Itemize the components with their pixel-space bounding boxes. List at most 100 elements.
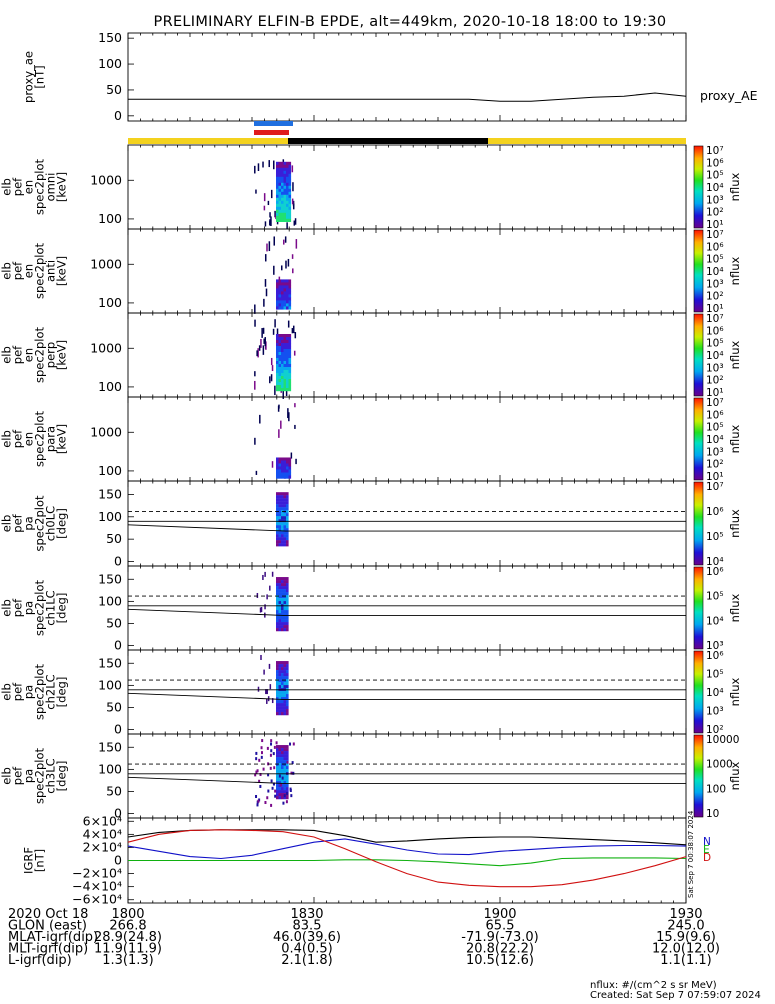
spectrogram-pixel-para	[278, 469, 282, 473]
spectrogram-pixel-omni	[276, 164, 279, 168]
spectrogram-pixel-ch0LC	[276, 507, 279, 511]
spectrogram-pixel-ch3LC	[281, 748, 284, 752]
spectrogram-pixel-ch2LC	[286, 697, 289, 701]
spectrogram-pixel-perp	[286, 355, 289, 359]
spectrogram-pixel-para	[295, 458, 297, 465]
spectrogram-pixel-anti	[281, 288, 284, 292]
spectrogram-pixel-perp	[274, 385, 276, 396]
spectrogram-pixel-omni	[278, 191, 282, 195]
colorbar-tick-ch2LC-2: 10⁴	[706, 687, 724, 699]
spectrogram-pixel-ch1LC	[278, 598, 282, 602]
spectrogram-pixel-perp	[288, 376, 292, 380]
spectrogram-pixel-anti	[288, 288, 292, 292]
spectrogram-pixel-ch3LC	[260, 751, 263, 755]
spectrogram-pixel-para	[278, 472, 282, 476]
spectrogram-pixel-ch1LC	[278, 628, 282, 632]
spectrogram-pixel-anti	[278, 294, 282, 298]
spectrogram-pixel-perp	[278, 388, 282, 392]
spectrogram-pixel-ch1LC	[286, 613, 289, 617]
y-tick-label-anti-1: 100	[98, 295, 122, 310]
spectrogram-pixel-ch2LC	[286, 712, 289, 716]
spectrogram-pixel-omni	[288, 182, 292, 186]
spectrogram-pixel-para	[281, 469, 284, 473]
series-label-proxy-ae: proxy_AE	[700, 88, 758, 103]
panel-frame-anti	[127, 228, 687, 314]
spectrogram-pixel-ch3LC	[274, 794, 277, 798]
spectrogram-pixel-ch1LC	[271, 571, 274, 577]
spectrogram-pixel-ch3LC	[276, 760, 279, 764]
spectrogram-pixel-perp	[286, 340, 289, 344]
spectrogram-pixel-anti	[287, 258, 290, 267]
spectrogram-pixel-anti	[273, 265, 275, 275]
spectrogram-pixel-para	[286, 475, 289, 479]
y-tick-label-ch0LC-0: 150	[98, 486, 122, 501]
spectrogram-pixel-ch2LC	[283, 712, 287, 716]
spectrogram-pixel-ch3LC	[281, 787, 284, 791]
spectrogram-pixel-para	[287, 408, 289, 419]
spectrogram-pixel-ch0LC	[278, 525, 282, 529]
created-note: Created: Sat Sep 7 07:59:07 2024	[590, 990, 761, 1000]
spectrogram-pixel-perp	[278, 364, 282, 368]
colorbar-label-perp: nflux	[728, 340, 742, 369]
y-axis-label-perp-2: en	[22, 348, 36, 362]
spectrogram-pixel-omni	[276, 212, 279, 216]
y-tick-label-IGRF-5: −4×10⁴	[72, 879, 122, 894]
y-tick-label-ch0LC-3: 0	[114, 554, 122, 569]
spectrogram-pixel-ch1LC	[256, 592, 259, 598]
spectrogram-pixel-anti	[288, 306, 292, 310]
spectrogram-pixel-ch0LC	[278, 501, 282, 505]
spectrogram-pixel-ch3LC	[281, 776, 284, 780]
spectrogram-pixel-ch2LC	[278, 700, 282, 704]
spectrogram-pixel-ch3LC	[283, 796, 287, 800]
spectrogram-pixel-ch0LC	[278, 495, 282, 499]
colorbar-ch1LC	[693, 566, 704, 650]
footer-value-1-1: 83.5	[293, 919, 322, 934]
spectrogram-pixel-ch3LC	[286, 745, 289, 749]
colorbar-tick-omni-4: 10³	[706, 194, 724, 206]
spectrogram-pixel-ch1LC	[264, 604, 266, 610]
spectrogram-pixel-ch3LC	[277, 745, 280, 749]
spectrogram-pixel-anti	[278, 288, 282, 292]
spectrogram-pixel-ch0LC	[283, 501, 287, 505]
spectrogram-pixel-omni	[288, 197, 292, 201]
spectrogram-pixel-ch2LC	[276, 706, 279, 710]
spectrogram-pixel-perp	[286, 376, 289, 380]
spectrogram-pixel-omni	[270, 216, 272, 226]
orbit-bar-yellow-left	[128, 138, 288, 144]
spectrogram-pixel-omni	[262, 161, 264, 168]
spectrogram-pixel-ch2LC	[278, 694, 282, 698]
spectrogram-pixel-ch1LC	[281, 610, 284, 614]
spectrogram-pixel-omni	[291, 165, 294, 173]
spectrogram-pixel-ch0LC	[281, 537, 284, 541]
y-tick-label-anti-0: 1000	[90, 256, 122, 271]
spectrogram-pixel-ch1LC	[276, 610, 279, 614]
footer-value-3-1: 0.4(0.5)	[281, 942, 333, 957]
colorbar-label-ch1LC: nflux	[728, 593, 742, 622]
spectrogram-pixel-omni	[288, 179, 292, 183]
spectrogram-pixel-ch3LC	[276, 745, 279, 749]
spectrogram-pixel-ch3LC	[290, 794, 293, 798]
spectrogram-pixel-para	[276, 466, 279, 470]
spectrogram-pixel-ch1LC	[278, 610, 282, 614]
footer-row-label-3: MLT-igrf(dip)	[8, 942, 88, 957]
spectrogram-pixel-ch2LC	[265, 689, 267, 695]
spectrogram-pixel-anti	[286, 300, 289, 304]
spectrogram-pixel-perp	[254, 371, 256, 377]
spectrogram-pixel-perp	[281, 379, 284, 383]
spectrogram-pixel-ch1LC	[283, 613, 287, 617]
spectrogram-pixel-omni	[283, 197, 287, 201]
spectrogram-pixel-omni	[283, 209, 287, 213]
spectrogram-pixel-ch3LC	[283, 748, 287, 752]
spectrogram-pixel-anti	[263, 298, 265, 307]
spectrogram-pixel-ch3LC	[278, 796, 282, 800]
spectrogram-pixel-perp	[288, 385, 292, 389]
spectrogram-pixel-anti	[283, 282, 287, 286]
spectrogram-pixel-ch1LC	[281, 592, 284, 596]
colorbar-tick-para-6: 10¹	[706, 471, 724, 483]
spectrogram-pixel-omni	[276, 200, 279, 204]
spectrogram-pixel-perp	[281, 361, 284, 365]
spectrogram-pixel-perp	[283, 376, 287, 380]
spectrogram-pixel-perp	[276, 346, 279, 350]
spectrogram-pixel-ch0LC	[278, 510, 282, 514]
spectrogram-pixel-ch2LC	[281, 682, 284, 686]
